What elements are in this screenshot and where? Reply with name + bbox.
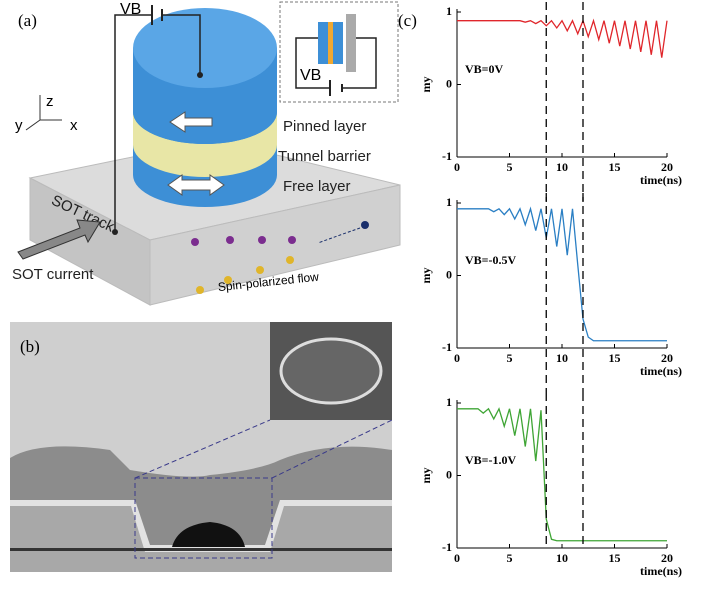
axis-label: x [70, 117, 78, 134]
vb-label: VB [300, 67, 321, 84]
x-axis-label: time(ns) [640, 564, 682, 578]
vb-label: VB [120, 1, 141, 18]
axis-label: y [15, 117, 23, 134]
figure: (a) VB Pinned layer Tunnel barrier Free … [0, 0, 713, 597]
panel-a: (a) VB Pinned layer Tunnel barrier Free … [12, 1, 400, 305]
layer-label: Tunnel barrier [278, 148, 371, 165]
line [457, 209, 667, 341]
annotation: VB=-0.5V [465, 253, 517, 267]
panel-label: (c) [398, 11, 417, 30]
y-tick-label: 1 [446, 395, 452, 409]
y-tick-label: 1 [446, 4, 452, 18]
annotation: VB=0V [465, 62, 504, 76]
layer-label: Pinned layer [283, 118, 366, 135]
x-tick-label: 0 [454, 551, 460, 565]
annotation: VB=-1.0V [465, 453, 517, 467]
x-axis-label: time(ns) [640, 173, 682, 187]
inset-layer [346, 14, 356, 72]
y-tick-label: 1 [446, 195, 452, 209]
y-tick-label: 0 [446, 467, 452, 481]
x-tick-label: 15 [609, 351, 621, 365]
x-tick-label: 5 [507, 351, 513, 365]
top-face [133, 8, 277, 88]
current-label: SOT current [12, 266, 94, 283]
inset-ellipse [281, 339, 381, 403]
x-tick-label: 20 [661, 160, 673, 174]
line [457, 409, 667, 541]
x-tick-label: 20 [661, 551, 673, 565]
x-tick-label: 0 [454, 160, 460, 174]
x-tick-label: 5 [507, 160, 513, 174]
x-tick-label: 15 [609, 551, 621, 565]
x-tick-label: 10 [556, 551, 568, 565]
y-axis-label: my [419, 468, 433, 484]
x-tick-label: 5 [507, 551, 513, 565]
node [112, 229, 118, 235]
x-axis-label: time(ns) [640, 364, 682, 378]
layer-label: Free layer [283, 178, 351, 195]
y-tick-label: -1 [442, 149, 452, 163]
y-tick-label: 0 [446, 267, 452, 281]
panel-label: (a) [18, 11, 37, 30]
y-axis-label: my [419, 268, 433, 284]
x-tick-label: 15 [609, 160, 621, 174]
line [457, 21, 667, 58]
y-tick-label: -1 [442, 340, 452, 354]
x-tick-label: 20 [661, 351, 673, 365]
y-axis-label: my [419, 77, 433, 93]
inset-layer [328, 22, 333, 64]
panel-b: (b) [10, 322, 392, 572]
x-tick-label: 10 [556, 351, 568, 365]
inset-layer [318, 22, 328, 64]
x-tick-label: 10 [556, 160, 568, 174]
track-layer [10, 548, 392, 551]
y-tick-label: 0 [446, 76, 452, 90]
node [197, 72, 203, 78]
y-tick-label: -1 [442, 540, 452, 554]
panel-label: (b) [20, 337, 40, 356]
electron [361, 221, 369, 229]
inset-layer [333, 22, 343, 64]
axis-label: z [46, 93, 54, 110]
axes-icon [26, 95, 62, 130]
x-tick-label: 0 [454, 351, 460, 365]
